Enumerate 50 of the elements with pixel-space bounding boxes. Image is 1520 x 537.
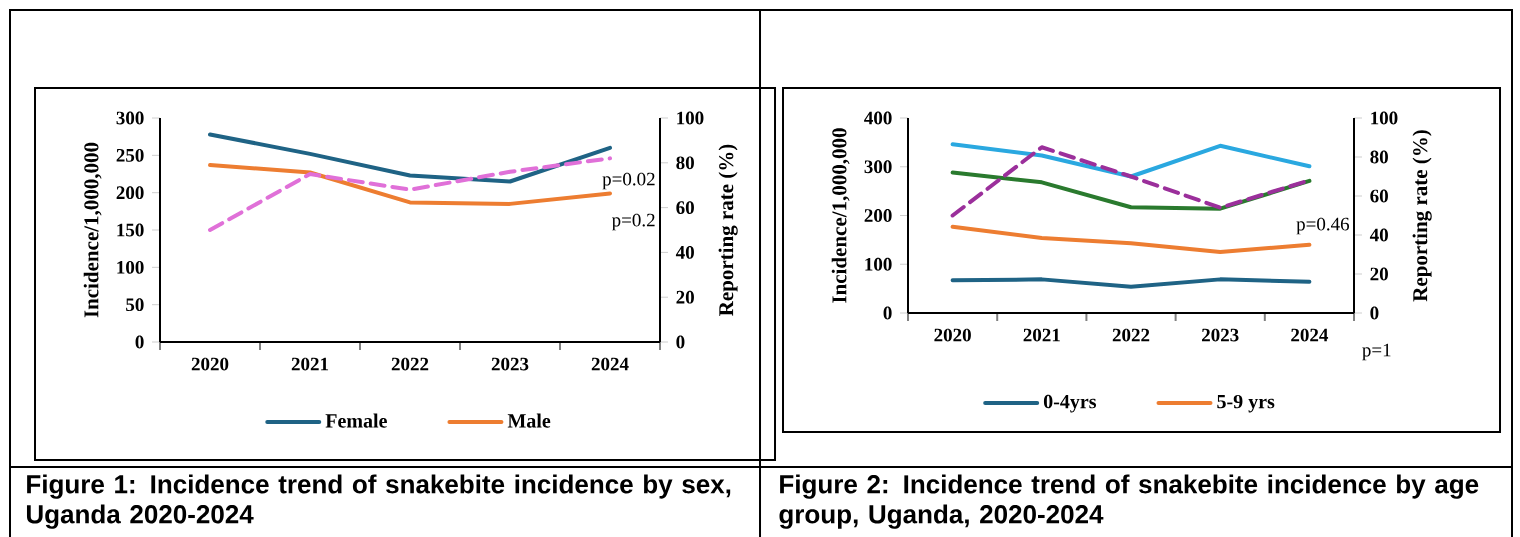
y2-axis-title: Reporting rate (%) [718,144,738,316]
y-axis-title: Incidence/1,000,000 [831,128,850,303]
y2-tick-label: 40 [1369,228,1388,242]
y2-tick-label: 20 [676,290,694,304]
y2-tick-label: 40 [675,245,694,259]
legend-label: Female [325,413,387,428]
y-tick-label: 0 [135,335,144,349]
legend-label: 5-9 yrs [1217,394,1275,413]
y-tick-label: 100 [865,257,892,271]
x-tick-label: 2022 [1112,328,1150,342]
y2-tick-label: 100 [677,111,704,125]
y-tick-label: 50 [126,298,144,312]
y-tick-label: 200 [116,186,144,200]
y-axis-title: Incidence/1,000,000 [83,142,102,318]
x-tick-label: 2023 [1202,328,1239,342]
y-tick-label: 300 [864,160,892,174]
y-tick-label: 0 [883,306,892,320]
y-tick-label: 150 [117,223,144,237]
y2-tick-label: 0 [1370,306,1379,320]
y-tick-label: 250 [116,148,144,162]
legend-label: Male [507,413,551,428]
line-series [950,142,1312,179]
x-tick-label: 2024 [1291,328,1329,342]
y2-tick-label: 0 [676,335,685,349]
legend-label: 0-4yrs [1043,394,1097,413]
text: Figure 2: Incidence trend of snakebite incidence by age group, Uganda, 2020-2024 [779,474,1479,529]
annotation: p=0.02 [602,172,655,190]
y2-tick-label: 80 [1370,150,1388,164]
x-tick-label: 2022 [391,357,429,371]
line-series [950,277,1312,289]
text: Figure 1: Incidence trend of snakebite incidence by sex, Uganda 2020-2024 [26,474,731,529]
y-tick-label: 200 [864,209,892,222]
y2-tick-label: 60 [1370,189,1388,203]
y2-tick-label: 60 [676,201,694,215]
y2-tick-label: 100 [1371,111,1398,125]
y2-tick-label: 20 [1370,267,1388,281]
annotation: p=0.46 [1296,217,1350,235]
x-tick-label: 2021 [291,357,329,371]
y2-tick-label: 80 [676,156,694,170]
x-tick-label: 2021 [1023,328,1060,342]
annotation: p=0.2 [611,213,655,231]
x-tick-label: 2020 [191,357,229,371]
x-tick-label: 2020 [934,328,971,342]
x-tick-label: 2023 [491,357,529,371]
y-tick-label: 300 [116,111,144,125]
y-tick-label: 100 [117,260,144,274]
y-tick-label: 400 [864,111,892,125]
y2-axis-title: Reporting rate (%) [1412,130,1432,302]
x-tick-label: 2024 [591,357,629,371]
text: p=1 [1362,343,1391,361]
